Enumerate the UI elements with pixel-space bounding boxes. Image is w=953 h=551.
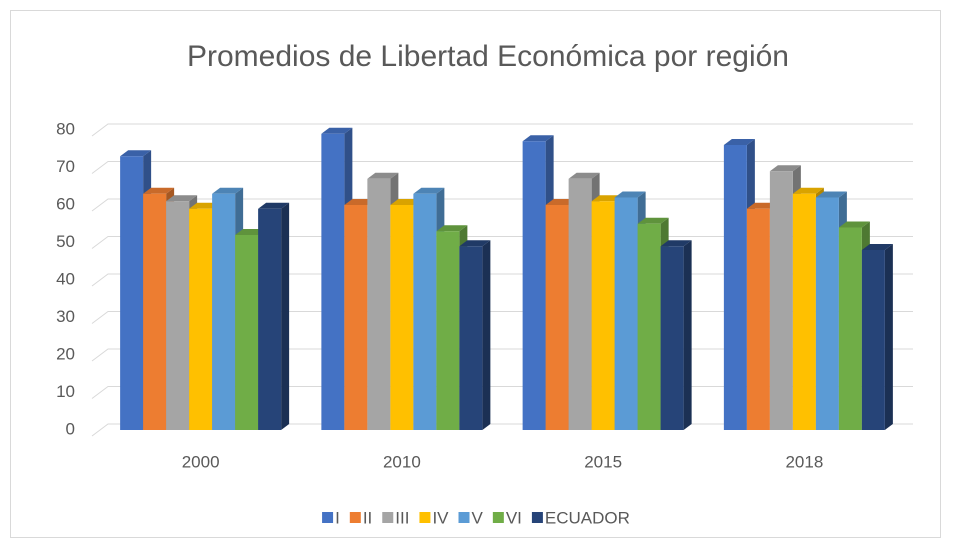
bar	[258, 202, 290, 430]
bar-top	[212, 187, 244, 194]
bar-front	[413, 193, 437, 430]
bar-side	[884, 244, 893, 430]
bar-front	[660, 246, 684, 430]
bar-top	[166, 195, 198, 202]
legend-label: III	[395, 508, 409, 527]
bar-front	[769, 171, 793, 430]
bar-top	[723, 139, 755, 145]
bar-front	[459, 246, 483, 430]
bar-top	[861, 244, 893, 250]
y-tick-label: 60	[56, 194, 75, 213]
bar-front	[861, 250, 885, 430]
bar-front	[143, 193, 167, 430]
x-tick-label: 2000	[182, 452, 220, 471]
legend-label: IV	[432, 508, 449, 527]
x-tick-label: 2015	[584, 452, 622, 471]
bar-front	[637, 223, 661, 430]
bar-top	[815, 191, 847, 198]
bar-front	[792, 193, 816, 430]
bar-top	[120, 150, 152, 157]
bar-front	[321, 133, 345, 430]
bar-top	[660, 240, 692, 247]
bar-top	[436, 225, 468, 232]
bar	[459, 240, 491, 430]
bar-top	[637, 217, 669, 224]
legend-label: VI	[506, 508, 522, 527]
bar-front	[436, 231, 460, 430]
x-tick-label: 2010	[383, 452, 421, 471]
legend-label: ECUADOR	[545, 508, 630, 527]
legend-swatch	[322, 512, 334, 523]
y-tick-label: 50	[56, 232, 75, 251]
legend-swatch	[382, 512, 394, 523]
legend-swatch	[531, 512, 543, 523]
bar-top	[143, 187, 175, 194]
x-tick-label: 2018	[785, 452, 823, 471]
bar-front	[367, 178, 391, 430]
bar	[861, 244, 893, 430]
bar-top	[459, 240, 491, 247]
bar-front	[614, 197, 638, 430]
bar-side	[482, 240, 491, 430]
y-tick-label: 10	[56, 382, 75, 401]
y-tick-label: 80	[56, 119, 75, 138]
bar-top	[769, 165, 801, 172]
legend-label: I	[335, 508, 340, 527]
bar-top	[838, 221, 870, 228]
legend-swatch	[349, 512, 361, 523]
bar-front	[568, 178, 592, 430]
bar-front	[390, 205, 414, 430]
bar	[660, 240, 692, 430]
bar-front	[235, 235, 259, 430]
bar-top	[413, 187, 445, 194]
bar-front	[166, 201, 190, 430]
bar-front	[838, 227, 862, 430]
bar-top	[258, 202, 290, 209]
bar-top	[367, 172, 399, 179]
y-tick-label: 30	[56, 307, 75, 326]
legend-label: V	[472, 508, 484, 527]
grid-line	[91, 123, 913, 137]
bar-top	[792, 187, 824, 194]
bar-side	[683, 240, 692, 430]
bar-top	[321, 127, 353, 134]
bar-top	[568, 172, 600, 179]
bar-side	[281, 202, 290, 430]
bar-front	[120, 156, 144, 430]
legend-label: II	[363, 508, 372, 527]
y-tick-label: 0	[66, 419, 75, 438]
legend-swatch	[458, 512, 470, 523]
y-tick-label: 40	[56, 269, 75, 288]
bar-top	[614, 191, 646, 198]
bar-front	[258, 208, 282, 430]
legend-swatch	[492, 512, 504, 523]
chart-title: Promedios de Libertad Económica por regi…	[187, 40, 789, 73]
bar-front	[591, 201, 615, 430]
bar-front	[189, 208, 213, 430]
bar-front	[723, 145, 747, 430]
bar-front	[545, 205, 569, 430]
bar-front	[212, 193, 236, 430]
y-tick-label: 70	[56, 157, 75, 176]
legend-swatch	[419, 512, 431, 523]
grid-line	[91, 161, 913, 174]
bar-front	[746, 208, 770, 430]
y-tick-label: 20	[56, 344, 75, 363]
bar-front	[344, 205, 368, 430]
bar-top	[522, 135, 554, 142]
bar-front	[815, 197, 839, 430]
bar-front	[522, 141, 546, 430]
